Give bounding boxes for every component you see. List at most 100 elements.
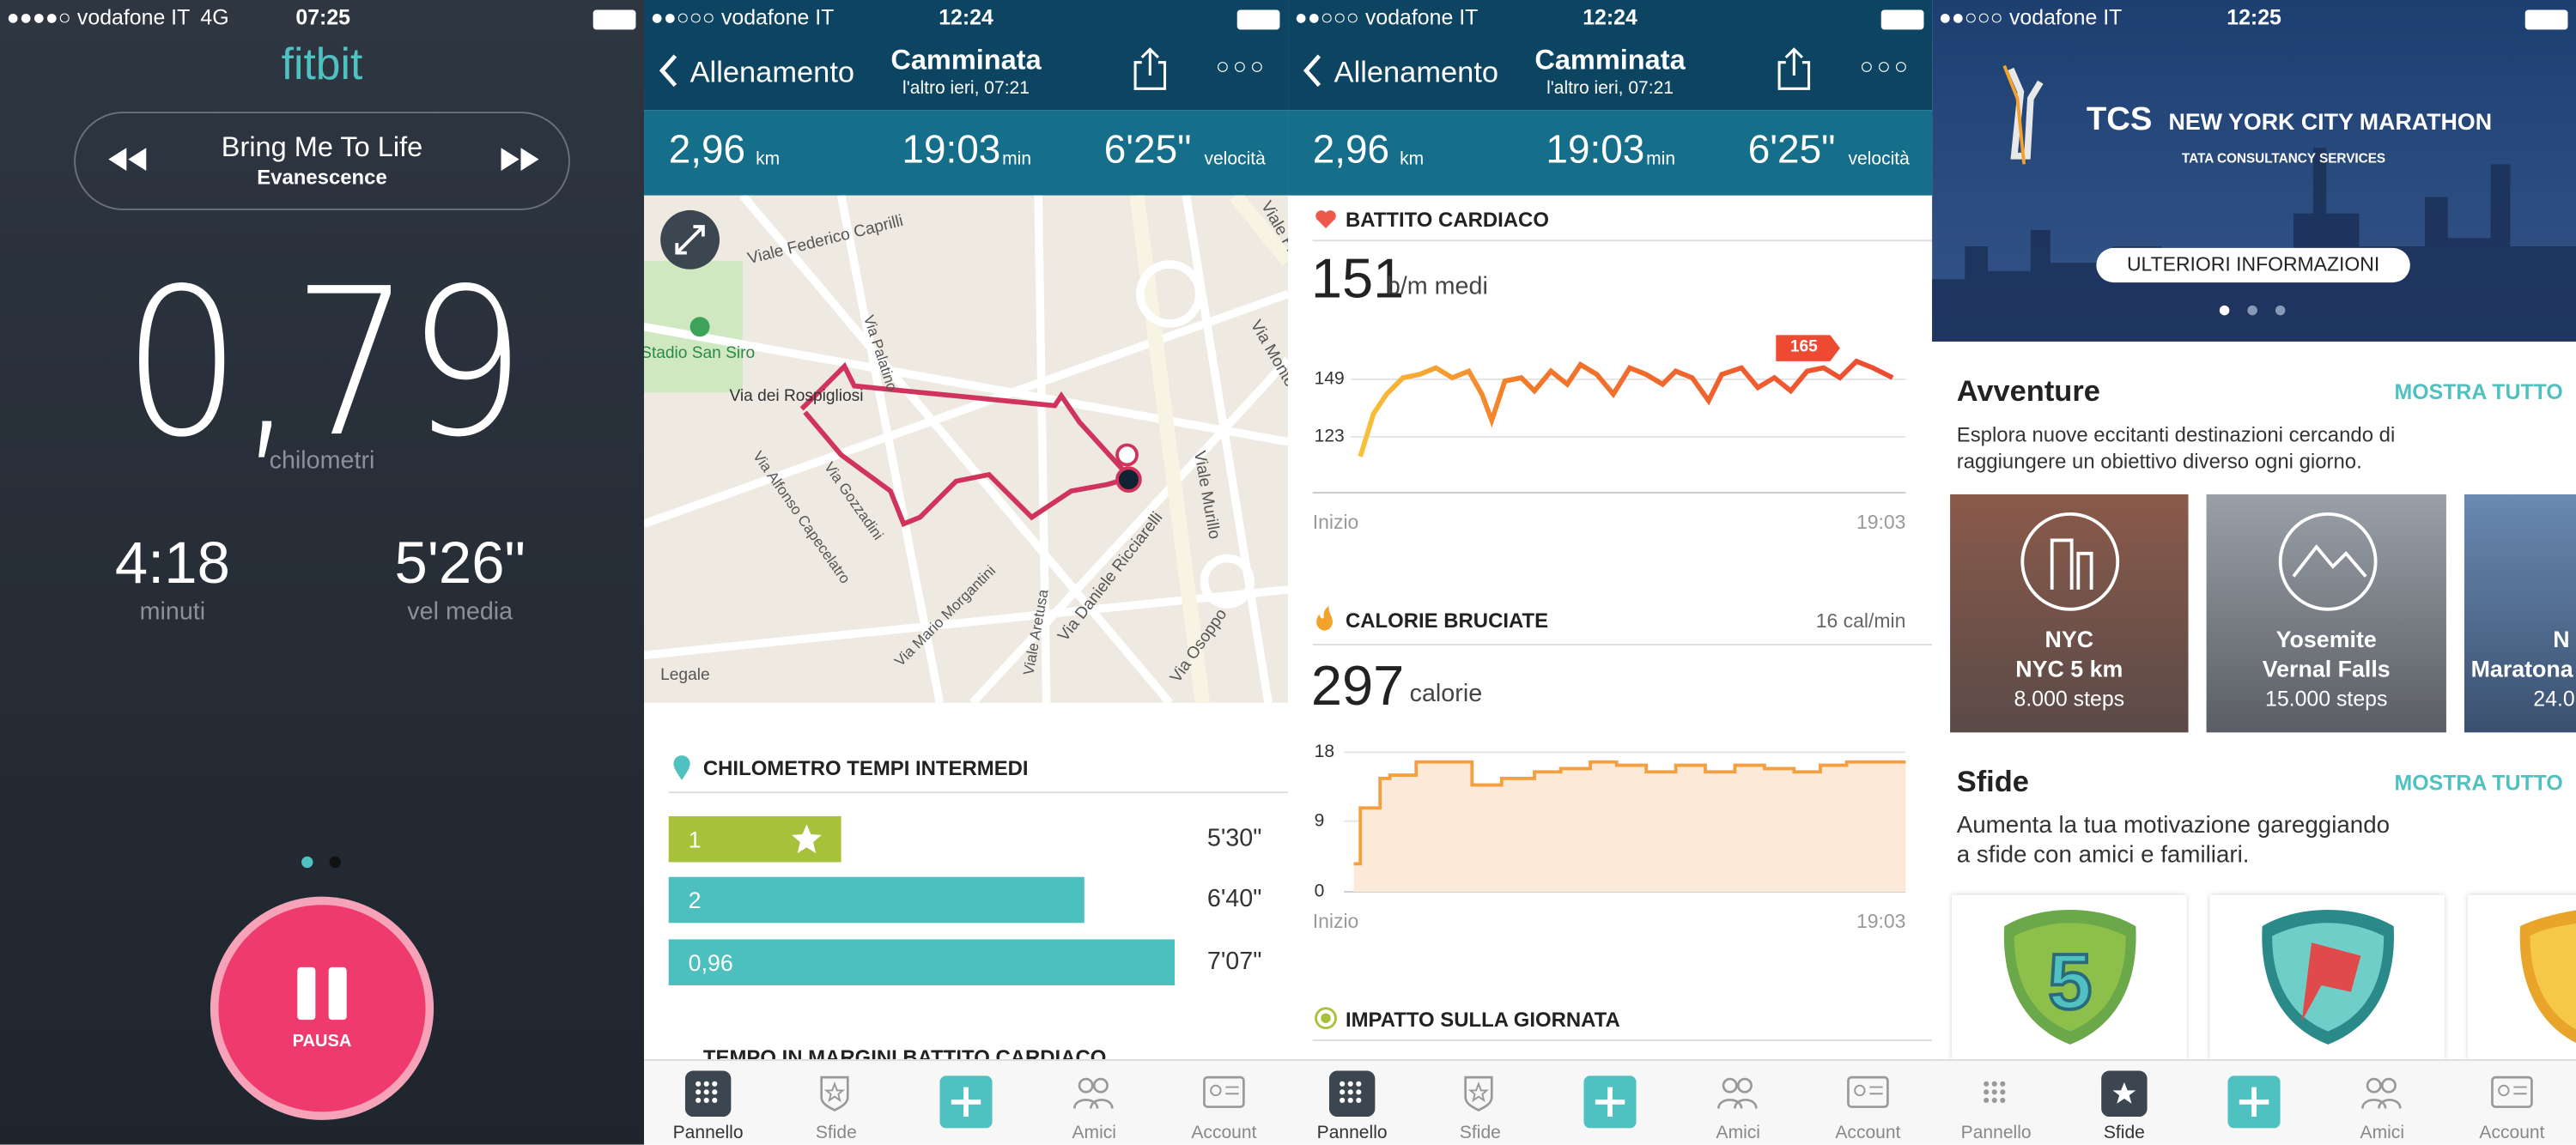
add-button[interactable] [2227,1075,2281,1129]
tab-label[interactable]: Account [2479,1123,2545,1143]
divider [1312,644,1933,645]
summary-value: 19:03 [902,128,1001,173]
tab-icon [1984,1081,2006,1103]
more[interactable]: ○○○ [1215,52,1267,79]
battery [1236,9,1280,30]
split-km: 0,96 [688,948,733,976]
summary-band [1288,110,1933,196]
tab-label[interactable]: Amici [1072,1123,1116,1143]
section-title: CALORIE BRUCIATE [1345,609,1549,633]
tab-label[interactable]: Sfide [815,1123,857,1143]
y-tick-label: 9 [1314,811,1325,832]
add-button[interactable] [1583,1075,1637,1129]
card-name: NYC 5 km [2015,655,2123,682]
carrier: vodafone IT [76,4,191,30]
tab-label[interactable]: Pannello [672,1123,744,1143]
nav-subtitle: l'altro ieri, 07:21 [1546,78,1674,99]
divider [1312,1039,1933,1042]
carrier: vodafone IT [720,4,835,30]
battery [592,9,636,30]
card-name: Vernal Falls [2262,655,2391,682]
tab-label[interactable]: Account [1835,1123,1901,1143]
heart-icon [1315,210,1336,228]
section-title: Sfide [1956,765,2029,798]
add-button[interactable] [939,1075,993,1129]
header [644,0,1289,111]
pause-button[interactable] [207,894,437,1124]
summary-value: 2,96 [1312,128,1390,173]
tab-label[interactable]: Account [1191,1123,1257,1143]
card-place: Yosemite [2275,625,2377,652]
walk-map-screen: ●●○○○ vodafone IT 12:24 Allenamento Camm… [644,0,1289,1145]
impact-icon [1315,1007,1337,1030]
x-label: Inizio [1312,511,1359,534]
challenge-badge: 5 [2003,909,2136,1045]
calorie-rate: 16 cal/min [1815,609,1906,633]
split-time: 6'40" [1206,885,1262,913]
tab-icon [1203,1075,1245,1108]
banner-title: TCS [2086,101,2153,138]
tab-label[interactable]: Amici [2360,1123,2404,1143]
tab-label[interactable]: Sfide [1459,1123,1501,1143]
heart-value: 151 [1310,247,1405,311]
back-label[interactable]: Allenamento [1334,56,1499,89]
rewind[interactable] [105,144,148,173]
share[interactable] [1774,46,1814,93]
card-place: NYC [2044,625,2094,652]
map-legal[interactable]: Legale [660,666,710,685]
stat-value: 5'26" [394,529,526,597]
tab-icon [2491,1075,2533,1108]
peak-badge: 165 [1789,338,1818,357]
tab-label[interactable]: Amici [1716,1123,1760,1143]
banner-button[interactable]: ULTERIORI INFORMAZIONI [2096,247,2410,283]
music-player[interactable] [74,112,570,210]
tab-label[interactable]: Sfide [2103,1123,2145,1143]
calorie-value: 297 [1310,655,1405,718]
signal: ●●○○○ [650,4,715,30]
pause-label: PAUSA [292,1031,352,1051]
back-arrow[interactable] [1301,52,1324,88]
section-title: CHILOMETRO TEMPI INTERMEDI [702,757,1029,780]
adventure-card[interactable] [1950,494,2189,733]
carrier: vodafone IT [2008,4,2123,30]
page-dots [2219,305,2286,316]
heart-unit: b/m medi [1386,272,1488,301]
x-label: Inizio [1312,909,1359,933]
back-label[interactable]: Allenamento [690,56,855,89]
summary-value: 6'25" [1747,128,1836,173]
card-place: N [2553,625,2570,652]
more[interactable]: ○○○ [1859,52,1911,79]
summary-value: 6'25" [1103,128,1192,173]
share[interactable] [1130,46,1170,93]
divider [1312,239,1933,242]
section-title: BATTITO CARDIACO [1345,208,1549,232]
stat-value: 4:18 [114,529,230,597]
map-label: Via dei Rospigliosi [729,387,864,406]
distance-unit: chilometri [269,446,375,475]
card-steps: 8.000 steps [2014,686,2125,712]
workout-screen: ●●●●○ vodafone IT 4G 07:25 fitbit Bring … [0,0,645,1145]
banner[interactable] [1932,0,2576,342]
show-all[interactable]: MOSTRA TUTTO [2394,770,2563,796]
summary-unit: min [1646,149,1676,170]
back-arrow[interactable] [657,52,680,88]
nav-title: Camminata [1534,44,1686,76]
flame-icon [1316,606,1333,631]
challenge-badge [2519,910,2576,1043]
adventure-card[interactable] [2464,494,2576,733]
heart-chart [1312,335,1906,494]
banner-sponsor: TATA CONSULTANCY SERVICES [2181,151,2386,167]
tab-label[interactable]: Pannello [1960,1123,2032,1143]
show-all[interactable]: MOSTRA TUTTO [2394,379,2563,404]
tab-icon [1072,1077,1114,1109]
section-description: Esplora nuove eccitanti destinazioni cer… [1956,423,2396,474]
tab-label[interactable]: Pannello [1316,1123,1388,1143]
summary-unit: km [1400,149,1425,170]
forward[interactable] [500,144,543,173]
adventure-card[interactable] [2206,494,2446,733]
distance-value: 0,79 [122,245,526,483]
stat-label: vel media [407,597,513,626]
signal: ●●●●○ [6,4,71,30]
